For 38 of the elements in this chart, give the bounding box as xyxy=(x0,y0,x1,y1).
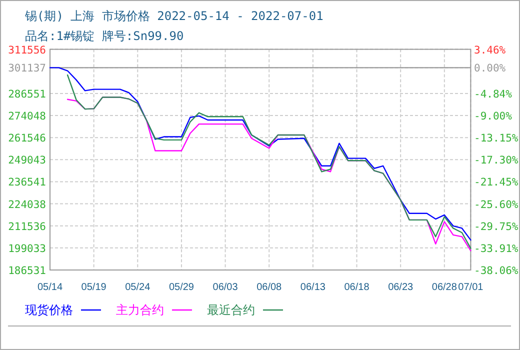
y-tick-label: 261546 xyxy=(8,132,46,145)
x-tick-label: 05/19 xyxy=(81,282,107,293)
y2-tick-label: 0.00% xyxy=(474,62,506,75)
x-tick-label: 06/23 xyxy=(388,282,414,293)
y2-tick-label: -4.84% xyxy=(474,88,513,100)
x-tick-label: 06/13 xyxy=(300,282,326,293)
y2-tick-label: -9.00% xyxy=(474,110,513,123)
legend-label: 最近合约 xyxy=(207,303,255,317)
y-tick-label: 301137 xyxy=(8,62,46,75)
y-tick-label: 274048 xyxy=(8,110,46,123)
y-tick-label: 286551 xyxy=(8,88,46,100)
y-tick-label: 249043 xyxy=(8,154,46,167)
y2-tick-label: -29.75% xyxy=(474,220,519,233)
subtitle: 品名:1#锡锭 牌号:Sn99.90 xyxy=(25,29,184,43)
legend-label: 现货价格 xyxy=(25,303,73,317)
y2-tick-label: -25.60% xyxy=(474,198,519,211)
x-tick-label: 06/03 xyxy=(212,282,238,293)
y2-tick-label: -38.06% xyxy=(474,265,519,277)
x-tick-label: 05/29 xyxy=(168,282,194,293)
x-tick-label: 06/28 xyxy=(432,282,458,293)
y2-tick-label: 3.46% xyxy=(474,44,506,56)
y-tick-label: 186531 xyxy=(8,265,46,277)
y-tick-label: 224038 xyxy=(8,198,46,211)
y2-tick-label: -13.15% xyxy=(474,132,519,145)
y-tick-label: 199033 xyxy=(8,242,46,255)
x-tick-label: 07/01 xyxy=(458,282,484,293)
title: 锡(期) 上海 市场价格 2022-05-14 - 2022-07-01 xyxy=(25,9,324,23)
y2-tick-label: -33.91% xyxy=(474,242,519,255)
x-tick-label: 06/08 xyxy=(256,282,282,293)
x-tick-label: 05/24 xyxy=(125,282,151,293)
y2-tick-label: -21.45% xyxy=(474,176,519,189)
legend-label: 主力合约 xyxy=(116,303,164,317)
x-tick-label: 06/18 xyxy=(344,282,370,293)
y-tick-label: 236541 xyxy=(8,176,46,189)
y2-tick-label: -17.30% xyxy=(474,154,519,167)
y-tick-label: 211536 xyxy=(8,220,46,233)
y-tick-label: 311556 xyxy=(8,44,46,56)
x-tick-label: 05/14 xyxy=(37,282,63,293)
